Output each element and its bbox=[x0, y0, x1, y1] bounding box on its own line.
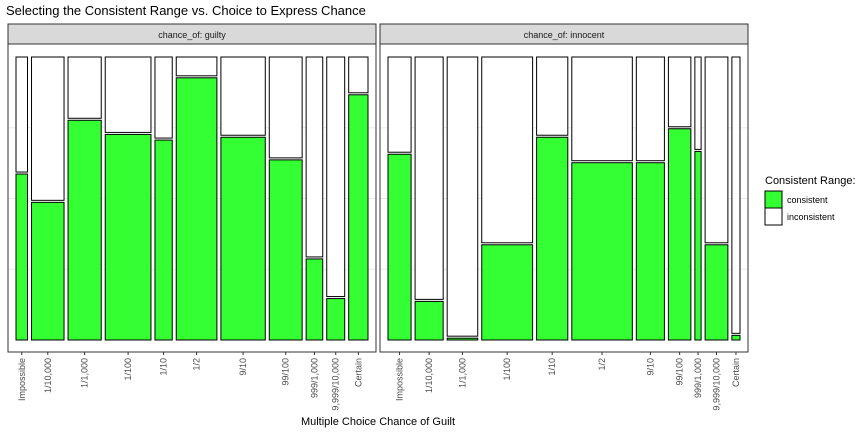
x-tick-label: 1/100 bbox=[502, 358, 512, 381]
tile-consistent bbox=[268, 159, 303, 341]
tile-inconsistent bbox=[536, 56, 569, 136]
x-tick-label: 9,999/10,000 bbox=[331, 358, 341, 411]
tile-consistent bbox=[220, 136, 266, 341]
tile-inconsistent bbox=[175, 56, 218, 77]
tile-consistent bbox=[481, 244, 534, 341]
legend-label-consistent: consistent bbox=[787, 195, 828, 205]
legend-title: Consistent Range: bbox=[765, 175, 856, 187]
tile-inconsistent bbox=[31, 56, 65, 201]
panel-border bbox=[7, 43, 377, 353]
chart-title: Selecting the Consistent Range vs. Choic… bbox=[6, 3, 366, 18]
tile-consistent bbox=[536, 136, 569, 341]
x-tick-label: 1/1,000 bbox=[457, 358, 467, 388]
tile-consistent bbox=[305, 258, 324, 341]
x-tick-label: Certain bbox=[353, 358, 363, 387]
legend-key-consistent bbox=[764, 190, 783, 209]
x-tick-label: 1/2 bbox=[192, 358, 202, 371]
tile-consistent bbox=[694, 150, 702, 341]
tile-inconsistent bbox=[67, 56, 102, 119]
x-tick-label: 1/100 bbox=[123, 358, 133, 381]
panels-layer: chance_of: guilty Impossible 1/10,000 1/1,0… bbox=[7, 23, 749, 411]
tile-inconsistent bbox=[481, 56, 534, 244]
tile-consistent bbox=[571, 162, 633, 341]
tile-inconsistent bbox=[571, 56, 633, 162]
legend: Consistent Range: consistent inconsistent bbox=[764, 175, 856, 226]
tile-consistent bbox=[667, 128, 692, 341]
tile-consistent bbox=[387, 153, 412, 341]
x-tick-label: 1/10,000 bbox=[424, 358, 434, 393]
tile-inconsistent bbox=[305, 56, 324, 258]
tile-consistent bbox=[175, 77, 218, 341]
x-tick-label: 1/10 bbox=[547, 358, 557, 376]
tile-inconsistent bbox=[348, 56, 369, 94]
facet-strip-label: chance_of: guilty bbox=[158, 30, 226, 40]
tile-consistent bbox=[446, 337, 479, 341]
x-tick-label: 1/10,000 bbox=[43, 358, 53, 393]
x-tick-label: 1/10 bbox=[159, 358, 169, 376]
tile-inconsistent bbox=[635, 56, 665, 162]
tile-inconsistent bbox=[15, 56, 29, 173]
x-tick-label: 99/100 bbox=[281, 358, 291, 386]
tile-inconsistent bbox=[694, 56, 702, 150]
tile-inconsistent bbox=[220, 56, 266, 136]
x-tick-label: 999/1,000 bbox=[309, 358, 319, 398]
x-tick-label: 9,999/10,000 bbox=[712, 358, 722, 411]
tile-consistent bbox=[635, 162, 665, 341]
tile-inconsistent bbox=[731, 56, 741, 334]
x-tick-label: 999/1,000 bbox=[693, 358, 703, 398]
legend-label-inconsistent: inconsistent bbox=[787, 212, 835, 222]
tile-inconsistent bbox=[704, 56, 729, 244]
tile-consistent bbox=[414, 300, 444, 341]
x-tick-label: Impossible bbox=[395, 358, 405, 401]
tile-consistent bbox=[154, 139, 173, 341]
tile-consistent bbox=[31, 201, 65, 341]
facet-panel-2: chance_of: innocent Impossible 1/10,000 1/1… bbox=[379, 23, 749, 411]
facet-strip-label: chance_of: innocent bbox=[524, 30, 605, 40]
legend-key-inconsistent bbox=[764, 207, 783, 226]
tile-inconsistent bbox=[446, 56, 479, 337]
panel-border bbox=[379, 43, 749, 353]
x-tick-label: 99/100 bbox=[675, 358, 685, 386]
x-tick-label: Certain bbox=[731, 358, 741, 387]
tile-consistent bbox=[731, 334, 741, 341]
tile-inconsistent bbox=[104, 56, 152, 133]
tile-inconsistent bbox=[326, 56, 346, 298]
tile-consistent bbox=[104, 133, 152, 341]
tile-inconsistent bbox=[667, 56, 692, 128]
x-tick-label: 1/2 bbox=[597, 358, 607, 371]
x-tick-label: 1/1,000 bbox=[80, 358, 90, 388]
tile-consistent bbox=[15, 173, 29, 341]
tile-inconsistent bbox=[268, 56, 303, 159]
facet-panel-1: chance_of: guilty Impossible 1/10,000 1/1,0… bbox=[7, 23, 377, 411]
tile-consistent bbox=[704, 244, 729, 341]
x-tick-label: 9/10 bbox=[238, 358, 248, 376]
tile-consistent bbox=[67, 119, 102, 341]
x-tick-label: Impossible bbox=[17, 358, 27, 401]
tile-consistent bbox=[326, 298, 346, 341]
tile-consistent bbox=[348, 94, 369, 341]
tile-inconsistent bbox=[154, 56, 173, 139]
tile-inconsistent bbox=[414, 56, 444, 300]
x-tick-label: 9/10 bbox=[645, 358, 655, 376]
tile-inconsistent bbox=[387, 56, 412, 153]
x-axis-label: Multiple Choice Chance of Guilt bbox=[301, 416, 455, 428]
